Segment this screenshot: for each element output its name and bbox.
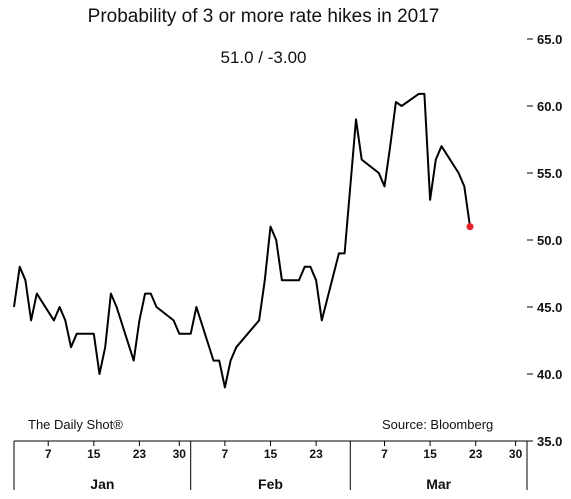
month-label: Jan: [90, 476, 114, 492]
x-tick-label: 30: [509, 447, 523, 461]
x-tick-label: 7: [45, 447, 52, 461]
y-tick-label: 50.0: [537, 233, 562, 248]
x-tick-label: 15: [423, 447, 437, 461]
y-tick-label: 35.0: [537, 434, 562, 449]
x-tick-label: 7: [381, 447, 388, 461]
publisher-credit: The Daily Shot®: [28, 417, 123, 432]
chart-title: Probability of 3 or more rate hikes in 2…: [87, 6, 440, 27]
y-tick-label: 40.0: [537, 367, 562, 382]
y-tick-label: 60.0: [537, 99, 562, 114]
series-line: [13, 92, 471, 389]
x-tick-label: 15: [87, 447, 101, 461]
x-tick-label: 23: [309, 447, 323, 461]
last-value-marker: [466, 223, 474, 231]
y-tick-label: 65.0: [537, 32, 562, 47]
x-tick-label: 15: [264, 447, 278, 461]
y-tick-label: 55.0: [537, 166, 562, 181]
chart-subtitle: 51.0 / -3.00: [220, 48, 307, 67]
x-tick-label: 23: [133, 447, 147, 461]
x-tick-label: 23: [469, 447, 483, 461]
axis-layer: 35.0 40.0 45.0 50.0 55.0 60.0 65.0 7 15 23 30 7 15 23…: [13, 32, 562, 492]
source-credit: Source: Bloomberg: [382, 417, 494, 432]
x-tick-label: 30: [173, 447, 187, 461]
month-label: Mar: [426, 476, 451, 492]
y-tick-label: 45.0: [537, 300, 562, 315]
series-layer: [13, 92, 474, 389]
month-label: Feb: [258, 476, 283, 492]
x-tick-label: 7: [222, 447, 229, 461]
